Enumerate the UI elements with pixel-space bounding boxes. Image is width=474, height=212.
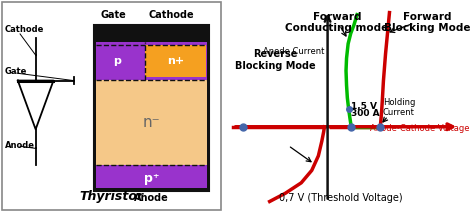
Text: n⁻: n⁻ bbox=[143, 116, 160, 130]
Text: Anode Current: Anode Current bbox=[263, 47, 324, 56]
Text: Gate: Gate bbox=[101, 10, 127, 20]
Text: n+: n+ bbox=[167, 56, 184, 67]
Bar bbox=[96, 80, 207, 165]
Bar bbox=[96, 42, 207, 80]
Text: Cathode: Cathode bbox=[4, 25, 44, 34]
Text: Cathode: Cathode bbox=[149, 10, 194, 20]
Text: Thyristor: Thyristor bbox=[79, 190, 144, 203]
Bar bbox=[145, 45, 206, 77]
Text: Anode: Anode bbox=[134, 193, 169, 203]
Text: Forward
Conducting mode: Forward Conducting mode bbox=[285, 11, 388, 33]
Bar bbox=[93, 25, 210, 191]
Text: Anode-Cathode Voltage: Anode-Cathode Voltage bbox=[370, 124, 470, 133]
Text: p: p bbox=[113, 56, 121, 67]
Text: Holding
Current: Holding Current bbox=[383, 98, 415, 117]
Text: 1,5 V: 1,5 V bbox=[351, 102, 377, 111]
Bar bbox=[96, 165, 207, 188]
Text: Anode: Anode bbox=[4, 141, 35, 150]
Text: 300 A: 300 A bbox=[351, 109, 380, 118]
Text: Reverse
Blocking Mode: Reverse Blocking Mode bbox=[235, 49, 315, 71]
Text: 0,7 V (Threshold Voltage): 0,7 V (Threshold Voltage) bbox=[279, 194, 402, 204]
Text: Gate: Gate bbox=[4, 67, 27, 76]
Text: Forward
Blocking Mode: Forward Blocking Mode bbox=[384, 11, 471, 33]
Text: p⁺: p⁺ bbox=[144, 172, 159, 185]
